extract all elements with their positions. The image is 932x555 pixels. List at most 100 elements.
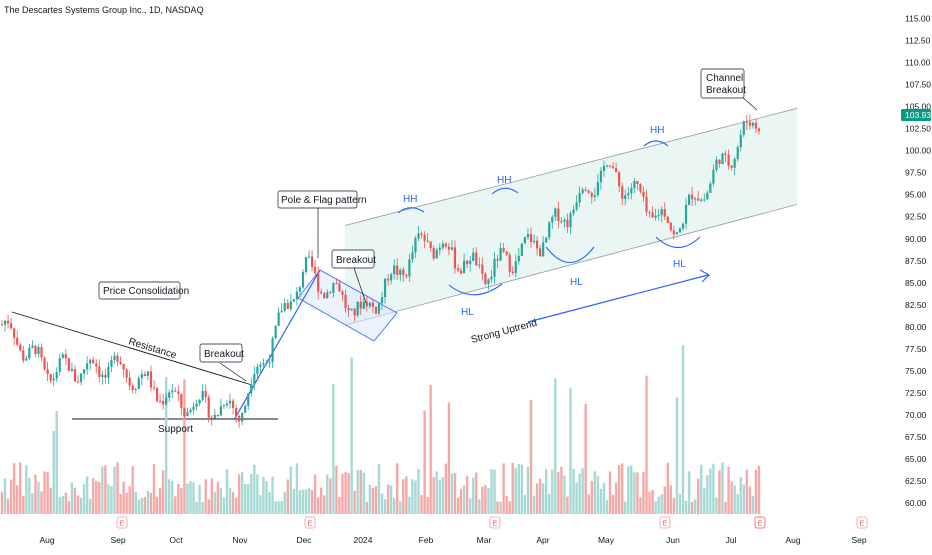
volume-bar [709,468,712,514]
candle-body [25,358,28,361]
volume-bar [274,501,277,514]
volume-bar [174,496,177,514]
earnings-event-marker[interactable]: E [116,516,128,529]
candle-body [703,199,706,201]
candle-body [253,373,256,385]
candle-body [456,268,460,271]
candle-body [393,265,396,275]
candle-body [320,291,323,294]
time-tick-label: Sep [110,535,125,545]
candle-body [423,234,426,241]
volume-bar [219,487,223,514]
volume-bar [593,471,597,514]
earnings-event-label: E [308,521,313,528]
price-tick-label: 95.00 [905,190,927,200]
candle-body [247,393,250,407]
earnings-event-marker[interactable]: E [489,516,501,529]
time-axis[interactable]: Aug Sep Oct Nov Dec 2024 Feb Mar Apr May Jun Jul Aug… [39,535,866,545]
price-tick-label: 102.50 [905,124,931,134]
candle-body [678,228,682,233]
volume-bar [286,479,289,514]
candle-body [684,204,688,224]
candle-body [231,400,235,408]
candle-body [244,406,247,413]
volume-bar [693,499,697,514]
volume-bar [578,473,581,514]
earnings-event-marker[interactable]: E [304,516,316,529]
candle-body [475,252,478,266]
candle-body [86,363,89,370]
candle-body [444,243,447,247]
volume-bar [526,466,530,514]
volume-bar [636,472,639,514]
volume-bar [496,501,499,514]
time-tick-label: Nov [232,535,248,545]
volume-bar [335,465,338,514]
price-tick-label: 97.50 [905,168,927,178]
volume-bar [575,482,578,514]
callout-breakout-1: Breakout [199,343,244,363]
volume-bar [237,474,241,514]
candle-body [89,359,92,364]
candle-body [532,240,536,243]
candle-body [539,248,542,257]
volume-bar [645,375,648,514]
volume-bar [560,466,563,514]
candle-body [618,172,621,187]
candle-body [575,202,578,210]
candle-body [481,264,484,274]
volume-bar [155,496,159,514]
volume-bar [85,476,89,514]
channel-upper-line [344,107,798,226]
candle-body [727,154,730,166]
candle-body [545,237,548,243]
candle-body [110,360,113,367]
earnings-event-marker[interactable]: E [856,516,868,529]
volume-bar [599,488,603,514]
volume-bar [386,484,390,514]
annotation-pole-flag: Pole & Flag pattern [281,195,367,206]
volume-bar [280,501,283,514]
volume-bar [283,491,286,514]
earnings-event-marker[interactable]: E [754,516,766,529]
volume-bar [116,462,119,514]
volume-bar [259,495,262,514]
annotation-support: Support [158,424,193,435]
candle-body [593,195,596,197]
candle-body [596,182,599,196]
candle-body [256,366,259,374]
candle-body [332,283,335,293]
candle-body [76,381,80,383]
volume-bar [730,481,733,514]
price-tick-label: 65.00 [905,454,927,464]
candle-body [387,278,390,281]
candle-body [554,208,557,217]
volume-bar [37,482,40,514]
time-tick-label: 2024 [354,535,373,545]
volume-bar [195,501,198,514]
candle-body [219,406,222,416]
candle-body [572,209,575,214]
volume-bar [417,469,420,514]
annotation-resistance: Resistance [127,336,178,361]
candle-body [210,417,213,419]
volume-bar [168,479,171,514]
candle-body [326,292,329,298]
volume-bar [177,484,180,514]
callout-breakout-2: Breakout [331,249,376,269]
volume-bar [292,488,296,514]
time-tick-label: Apr [536,535,549,545]
hl-arc-3 [655,236,701,249]
volume-bar [669,485,673,514]
candle-body [615,168,618,173]
candle-body [137,378,140,389]
volume-bar [332,384,335,514]
time-tick-label: Mar [477,535,492,545]
earnings-event-marker[interactable]: E [659,516,671,529]
price-axis[interactable]: 115.00 112.50 110.00 107.50 105.00 102.50 100.… [905,13,931,508]
candle-body [566,219,569,227]
volume-bar [462,485,466,514]
hh-arc-3 [643,140,669,147]
volume-bar [344,471,347,514]
